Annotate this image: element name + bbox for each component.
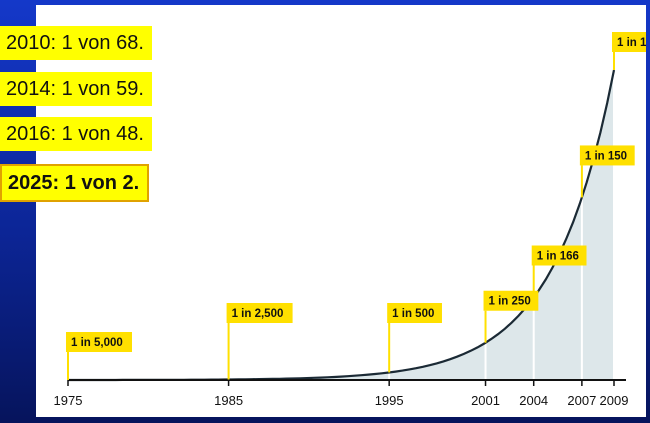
x-tick-label: 2007	[567, 393, 596, 408]
x-tick-label: 2009	[600, 393, 629, 408]
stat-2014: 2014: 1 von 59.	[0, 72, 152, 106]
stat-2025: 2025: 1 von 2.	[0, 164, 150, 202]
point-label: 1 in 166	[537, 251, 579, 263]
point-label: 1 in 5,000	[71, 337, 123, 349]
stat-2016: 2016: 1 von 48.	[0, 117, 152, 151]
point-label-box	[387, 303, 442, 323]
x-tick-label: 2004	[519, 393, 548, 408]
x-tick-label: 2001	[471, 393, 500, 408]
area-fill	[68, 70, 614, 380]
point-label: 1 in 500	[392, 308, 434, 320]
point-label-box	[483, 290, 539, 311]
x-tick-label: 1995	[375, 393, 404, 408]
point-label: 1 in 150	[585, 150, 627, 162]
area-chart: 1975 1985 1995 2001 2004 2007 2009 1 in 5,000 1 …	[54, 32, 646, 408]
point-label: 1 in 2,500	[232, 308, 284, 320]
point-label: 1 in 250	[489, 296, 531, 308]
point-label-box	[531, 245, 587, 266]
x-tick-label: 1985	[214, 393, 243, 408]
point-label-box	[579, 145, 635, 166]
point-label: 1 in 110	[617, 37, 646, 49]
chart-panel: 1975 1985 1995 2001 2004 2007 2009 1 in 5,000 1 …	[36, 5, 646, 417]
point-label-box	[66, 332, 132, 352]
point-label-box	[612, 32, 646, 52]
point-label-box	[226, 303, 293, 323]
x-tick-label: 1975	[54, 393, 83, 408]
stat-2010: 2010: 1 von 68.	[0, 26, 152, 60]
